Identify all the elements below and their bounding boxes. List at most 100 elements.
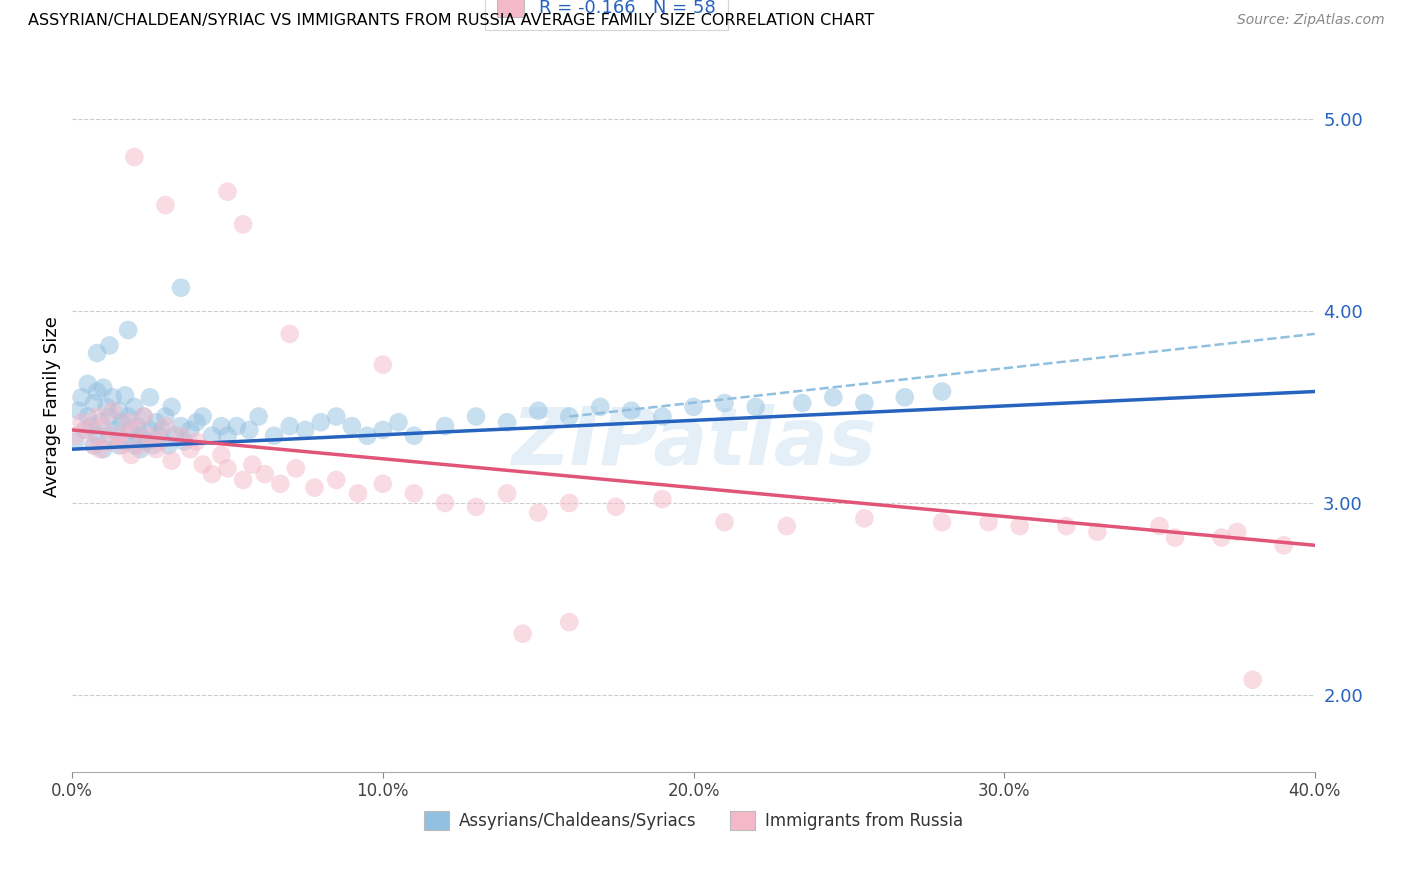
Point [713, 396, 735, 410]
Point [70, 415, 93, 429]
Point [191, 409, 214, 424]
Point [67, 403, 90, 417]
Point [893, 390, 915, 404]
Point [65, 434, 87, 449]
Point [651, 409, 673, 424]
Point [139, 423, 162, 437]
Point [776, 519, 799, 533]
Point [132, 409, 155, 424]
Point [465, 500, 488, 514]
Point [120, 423, 142, 437]
Point [117, 409, 139, 424]
Point [135, 434, 157, 449]
Point [263, 428, 285, 442]
Point [129, 428, 152, 442]
Point [278, 419, 301, 434]
Point [70, 390, 93, 404]
Point [1211, 531, 1233, 545]
Point [242, 458, 264, 472]
Point [931, 515, 953, 529]
Point [238, 423, 260, 437]
Point [124, 150, 146, 164]
Point [98, 409, 121, 424]
Point [402, 486, 425, 500]
Point [86, 346, 108, 360]
Point [98, 428, 121, 442]
Y-axis label: Average Family Size: Average Family Size [44, 317, 60, 498]
Point [86, 428, 108, 442]
Point [209, 448, 232, 462]
Point [179, 423, 201, 437]
Point [114, 388, 136, 402]
Text: Source: ZipAtlas.com: Source: ZipAtlas.com [1237, 13, 1385, 28]
Point [108, 438, 131, 452]
Point [155, 198, 177, 212]
Point [217, 428, 239, 442]
Point [605, 500, 627, 514]
Point [89, 442, 111, 457]
Point [434, 496, 457, 510]
Point [76, 409, 98, 424]
Point [325, 409, 347, 424]
Point [76, 423, 98, 437]
Point [232, 217, 254, 231]
Point [111, 415, 134, 429]
Point [347, 486, 370, 500]
Point [163, 428, 186, 442]
Point [145, 442, 167, 457]
Point [284, 461, 307, 475]
Point [1164, 531, 1187, 545]
Point [853, 396, 876, 410]
Point [124, 400, 146, 414]
Point [98, 338, 121, 352]
Point [148, 434, 170, 449]
Point [139, 390, 162, 404]
Point [111, 438, 134, 452]
Point [160, 453, 183, 467]
Point [83, 438, 105, 452]
Point [744, 400, 766, 414]
Point [309, 415, 332, 429]
Point [253, 467, 276, 482]
Point [294, 423, 316, 437]
Point [1054, 519, 1077, 533]
Point [1272, 538, 1295, 552]
Point [977, 515, 1000, 529]
Point [558, 496, 581, 510]
Point [114, 434, 136, 449]
Point [823, 390, 845, 404]
Point [792, 396, 814, 410]
Point [142, 438, 165, 452]
Point [76, 376, 98, 391]
Point [209, 419, 232, 434]
Point [1226, 524, 1249, 539]
Point [371, 358, 394, 372]
Point [170, 428, 193, 442]
Point [340, 419, 363, 434]
Point [512, 626, 534, 640]
Point [1008, 519, 1031, 533]
Point [278, 326, 301, 341]
Point [186, 415, 208, 429]
Point [80, 419, 103, 434]
Point [155, 409, 177, 424]
Point [104, 423, 127, 437]
Point [682, 400, 704, 414]
Point [496, 415, 519, 429]
Point [155, 419, 177, 434]
Point [558, 615, 581, 629]
Point [217, 185, 239, 199]
Point [170, 281, 193, 295]
Text: ZIPatlas: ZIPatlas [510, 404, 876, 483]
Point [217, 461, 239, 475]
Point [120, 448, 142, 462]
Point [186, 434, 208, 449]
Point [173, 434, 195, 449]
Point [91, 419, 114, 434]
Point [101, 403, 124, 417]
Point [108, 428, 131, 442]
Point [160, 400, 183, 414]
Point [496, 486, 519, 500]
Point [651, 492, 673, 507]
Point [853, 511, 876, 525]
